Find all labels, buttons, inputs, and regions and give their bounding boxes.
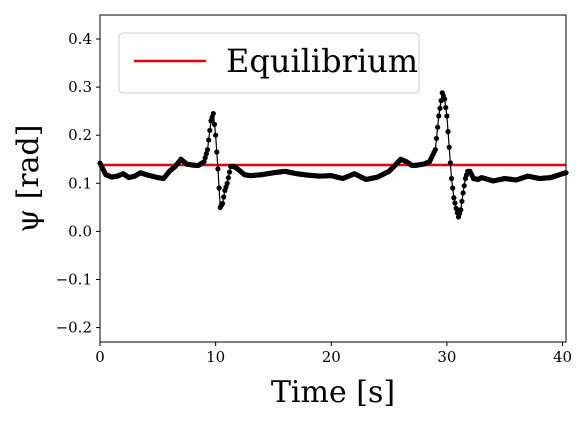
data-point (210, 110, 216, 117)
data-point (446, 144, 452, 150)
data-point (214, 149, 220, 155)
data-point (445, 129, 451, 135)
y-tick-label: 0.0 (68, 222, 92, 240)
x-tick-label: 0 (95, 348, 105, 366)
data-point (453, 205, 459, 211)
y-axis-ticks: 0.4 0.3 0.2 0.1 0.0 −0.1 −0.2 (56, 30, 100, 337)
y-tick-label: −0.2 (56, 319, 92, 337)
data-point (206, 137, 212, 143)
data-point (224, 180, 230, 186)
y-tick-label: 0.1 (68, 174, 92, 192)
x-tick-label: 20 (322, 348, 341, 366)
series-trace (99, 92, 567, 220)
data-point (207, 127, 213, 134)
data-point (447, 160, 453, 166)
data-point (451, 195, 457, 201)
x-tick-label: 10 (206, 348, 225, 366)
x-axis-ticks: 0 10 20 30 40 (95, 342, 572, 366)
data-point (443, 104, 449, 111)
data-point (204, 147, 211, 153)
y-tick-label: 0.4 (68, 30, 92, 48)
data-point (203, 151, 209, 157)
legend-box (118, 32, 420, 94)
data-point (436, 113, 442, 119)
data-point (437, 105, 443, 111)
x-tick-label: 30 (437, 348, 456, 366)
data-points-layer (97, 90, 569, 220)
data-point (211, 121, 218, 127)
y-tick-label: 0.2 (68, 126, 92, 144)
data-point (433, 135, 440, 142)
x-tick-label: 40 (553, 348, 572, 366)
legend-label-equilibrium: Equilibrium (226, 42, 418, 80)
y-tick-label: 0.3 (68, 78, 92, 96)
plot-frame (99, 14, 567, 343)
data-point (452, 200, 458, 206)
data-point (213, 132, 219, 138)
data-point (219, 200, 226, 207)
legend: Equilibrium (118, 32, 420, 94)
data-point (225, 175, 231, 181)
data-point (202, 155, 208, 161)
data-point (450, 185, 456, 191)
data-point (226, 169, 233, 175)
data-point (458, 207, 464, 213)
x-axis-label: Time [s] (271, 375, 395, 410)
data-point (201, 159, 207, 165)
data-point (221, 194, 227, 200)
data-point (448, 175, 455, 182)
data-point (461, 183, 467, 189)
data-point (215, 166, 221, 172)
data-point (441, 96, 448, 102)
data-point (460, 190, 466, 196)
y-tick-label: −0.1 (56, 270, 92, 288)
data-point (216, 185, 222, 191)
data-point (444, 113, 450, 119)
data-point (432, 147, 438, 153)
y-axis-label: ψ [rad] (11, 125, 46, 233)
data-point (459, 198, 465, 204)
data-point (435, 124, 441, 130)
